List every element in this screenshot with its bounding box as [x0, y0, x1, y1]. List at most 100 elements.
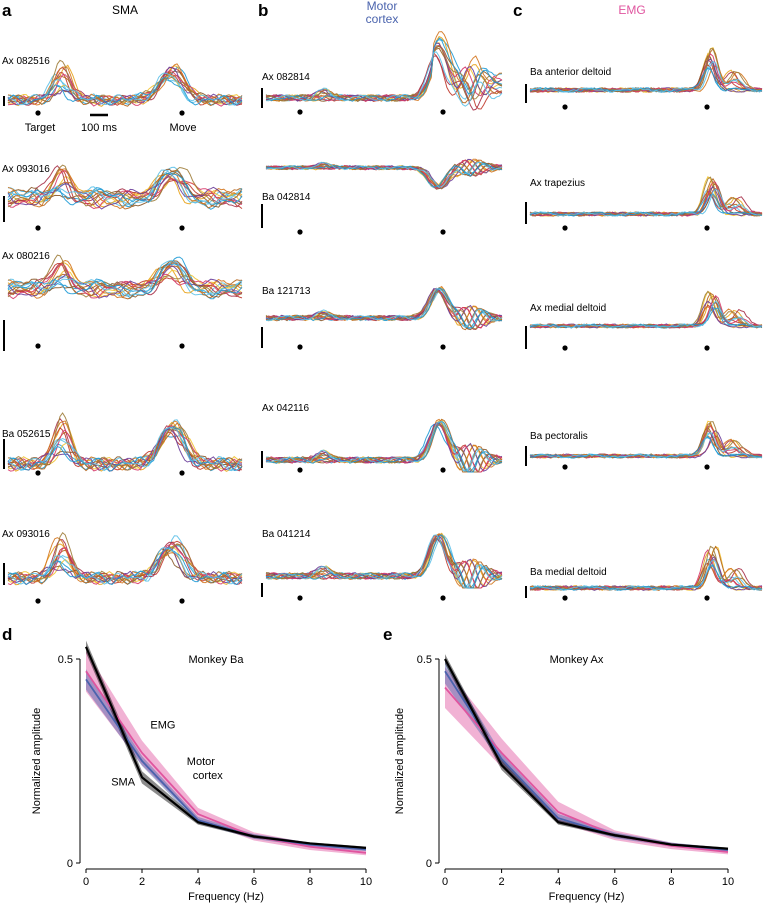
- sma-row-label-2: Ax 093016: [2, 164, 50, 175]
- target-dot: [35, 110, 41, 116]
- trace-line: [265, 161, 503, 189]
- move-dot: [179, 225, 185, 231]
- target-dot: [35, 598, 41, 604]
- x-axis-label: Frequency (Hz): [549, 891, 625, 903]
- time-scale-label: 100 ms: [81, 122, 118, 134]
- trace-line: [265, 420, 503, 473]
- emg-row-label-5: Ba medial deltoid: [530, 567, 607, 578]
- move-dot: [704, 464, 710, 470]
- trace-group-col1-row5: [3, 531, 243, 604]
- target-dot: [35, 225, 41, 231]
- chart-d: 0 0.5 0 2 4 6 8 10 Frequency (Hz) Normalized ampl…: [31, 640, 372, 903]
- emg-row-label-2: Ax trapezius: [530, 178, 585, 189]
- trace-group-col2-row1: [261, 31, 503, 115]
- move-label: Move: [170, 122, 197, 134]
- chart-title: Monkey Ba: [188, 654, 244, 666]
- x-tick-label: 6: [251, 876, 257, 888]
- sma-row-label-3: Ax 080216: [2, 251, 50, 262]
- series-label-emg: EMG: [150, 719, 175, 731]
- emg-row-label-1: Ba anterior deltoid: [530, 67, 611, 78]
- trace-line: [7, 265, 243, 300]
- trace-line: [265, 424, 503, 473]
- panel-letter-c: c: [513, 1, 522, 20]
- band-motor-cortex: [445, 659, 728, 852]
- trace-line: [529, 188, 763, 217]
- trace-group-col2-row4: [261, 418, 503, 473]
- target-dot: [562, 464, 568, 470]
- target-dot: [562, 225, 568, 231]
- panel-b-title-line1: Motor: [367, 0, 398, 13]
- trace-group-col1-row2: [3, 164, 243, 231]
- x-tick-label: 8: [668, 876, 674, 888]
- trace-line: [7, 254, 243, 298]
- target-dot: [562, 595, 568, 601]
- move-dot: [179, 470, 185, 476]
- trace-group-col2-row3: [261, 285, 503, 350]
- trace-line: [265, 288, 503, 327]
- series-line-sma: [444, 658, 729, 850]
- x-tick-label: 10: [360, 876, 372, 888]
- trace-group-col3-row3: [525, 290, 763, 351]
- series-label-motor-cortex-line2: cortex: [193, 770, 223, 782]
- target-dot: [562, 104, 568, 110]
- trace-panels: [3, 31, 763, 604]
- trace-line: [7, 72, 243, 106]
- trace-group-col3-row1: [525, 47, 763, 110]
- x-tick-label: 8: [307, 876, 313, 888]
- trace-line: [265, 418, 503, 473]
- trace-line: [265, 289, 503, 329]
- trace-line: [529, 558, 763, 591]
- emg-row-label-4: Ba pectoralis: [530, 431, 588, 442]
- sma-row-label-1: Ax 082516: [2, 56, 50, 67]
- spectrum-charts: 0 0.5 0 2 4 6 8 10 Frequency (Hz) Normalized ampl…: [31, 640, 734, 903]
- trace-line: [7, 420, 243, 471]
- trace-group-col3-row2: [525, 176, 763, 231]
- trace-line: [7, 176, 243, 209]
- band-emg: [445, 667, 728, 855]
- trace-line: [265, 45, 503, 102]
- target-dot: [562, 345, 568, 351]
- x-tick-label: 4: [555, 876, 561, 888]
- trace-group-col3-row4: [525, 420, 763, 470]
- trace-line: [7, 169, 243, 206]
- chart-title: Monkey Ax: [550, 654, 604, 666]
- trace-line: [7, 263, 242, 300]
- trace-group-col1-row1: [3, 59, 243, 116]
- panel-letter-b: b: [258, 1, 268, 20]
- trace-group-col2-row2: [261, 158, 503, 235]
- trace-line: [265, 51, 503, 107]
- x-tick-label: 0: [83, 876, 89, 888]
- move-dot: [704, 345, 710, 351]
- trace-line: [7, 427, 243, 471]
- trace-group-col2-row5: [261, 532, 503, 601]
- target-label: Target: [25, 122, 56, 134]
- trace-line: [529, 53, 763, 93]
- target-dot: [297, 595, 303, 601]
- motor-row-label-4: Ax 042116: [262, 403, 310, 414]
- target-dot: [297, 344, 303, 350]
- trace-line: [265, 289, 503, 330]
- target-dot: [35, 343, 41, 349]
- trace-line: [265, 287, 503, 328]
- trace-line: [265, 533, 503, 589]
- x-tick-label: 0: [442, 876, 448, 888]
- trace-line: [265, 534, 503, 589]
- trace-line: [7, 259, 243, 299]
- move-dot: [704, 225, 710, 231]
- trace-line: [265, 538, 503, 589]
- move-dot: [179, 110, 185, 116]
- trace-line: [265, 537, 503, 589]
- trace-line: [7, 537, 243, 584]
- move-dot: [179, 343, 185, 349]
- trace-line: [7, 426, 243, 472]
- panel-a-title: SMA: [112, 3, 138, 17]
- y-tick-label: 0: [67, 858, 73, 870]
- target-dot: [35, 470, 41, 476]
- trace-line: [529, 431, 763, 459]
- trace-line: [529, 60, 763, 93]
- move-dot: [440, 595, 446, 601]
- trace-line: [265, 424, 503, 473]
- sma-row-label-4: Ba 052615: [2, 429, 51, 440]
- panel-b-title-line2: cortex: [366, 12, 399, 26]
- move-dot: [440, 467, 446, 473]
